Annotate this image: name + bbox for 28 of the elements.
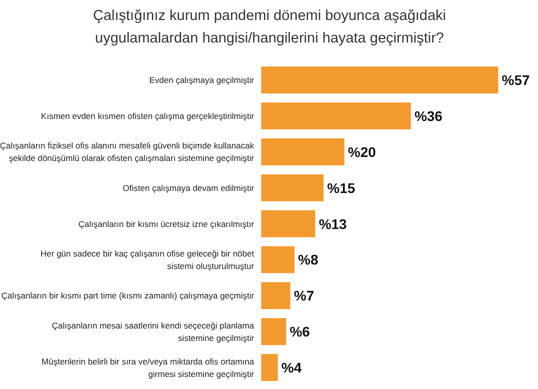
data-label: %57 <box>502 72 530 88</box>
bar <box>261 354 278 382</box>
data-label: %36 <box>414 108 443 124</box>
bar <box>261 282 290 310</box>
data-label: %13 <box>318 216 348 232</box>
y-tick-label: Ofisten çalışmaya devam edilmiştir <box>122 182 254 193</box>
y-tick-label: Her gün sadece bir kaç çalışanın ofise geleceği bir nöbet sistemi oluşturulmuştur <box>40 248 255 271</box>
data-label: %6 <box>290 324 310 340</box>
data-label: %8 <box>298 252 318 268</box>
bar <box>261 246 294 274</box>
y-tick-label: Çalışanların bir kısmı part time (kısmı zamanlı) çalışmaya geçmiştir <box>1 290 254 301</box>
bar <box>261 210 316 238</box>
chart-title: Çalıştığınız kurum pandemi dönemi boyunca aşağıdaki uygulamalardan hangisi/hangilerini hayata geçirmiştir? <box>92 8 446 46</box>
y-tick-label: Çalışanların bir kısmı ücretsiz izne çıkarılmıştır <box>78 218 254 229</box>
bar <box>261 174 324 202</box>
data-label: %15 <box>327 180 356 196</box>
y-tick-label: Çalışanların mesai saatlerini kendi seçeceği planlama sistemine geçilmiştir <box>52 320 254 343</box>
data-label: %20 <box>348 144 376 160</box>
y-tick-label: Çalışanların fiziksel ofis alanını mesafeli güvenli biçimde kullanacak şekilde dönüşümlü olarak ofisten çalışmaları sistemine geçilmiştir <box>0 140 255 164</box>
bar <box>261 138 344 166</box>
y-tick-label: Müşterilerin belirli bir sıra ve/veya miktarda ofis ortamına girmesi sistemine geçilmiştir <box>42 356 254 379</box>
data-label: %4 <box>281 360 302 376</box>
y-tick-label: Kısmen evden kısmen ofisten çalışma gerçekleştirilmiştir <box>41 110 254 121</box>
bar <box>261 66 498 94</box>
bar <box>261 318 286 346</box>
bar <box>261 102 411 130</box>
y-tick-label: Evden çalışmaya geçilmiştir <box>149 74 254 85</box>
data-label: %7 <box>294 288 314 304</box>
